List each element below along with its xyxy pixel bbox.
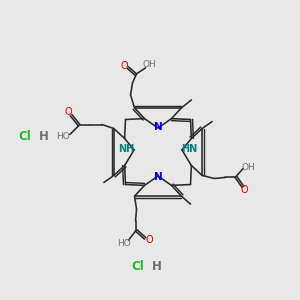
Text: H: H xyxy=(39,130,49,143)
Text: O: O xyxy=(121,61,128,71)
Text: N: N xyxy=(154,122,162,132)
Text: OH: OH xyxy=(143,60,156,69)
Text: HO: HO xyxy=(117,238,130,247)
Text: O: O xyxy=(64,106,72,116)
Text: HN: HN xyxy=(181,144,197,154)
Text: HO: HO xyxy=(56,132,70,141)
Text: NH: NH xyxy=(118,144,134,154)
Text: H: H xyxy=(152,260,162,274)
Text: O: O xyxy=(146,235,153,245)
Text: O: O xyxy=(240,185,248,196)
Text: Cl: Cl xyxy=(19,130,32,143)
Text: Cl: Cl xyxy=(132,260,144,274)
Text: N: N xyxy=(154,172,162,182)
Text: OH: OH xyxy=(241,163,255,172)
